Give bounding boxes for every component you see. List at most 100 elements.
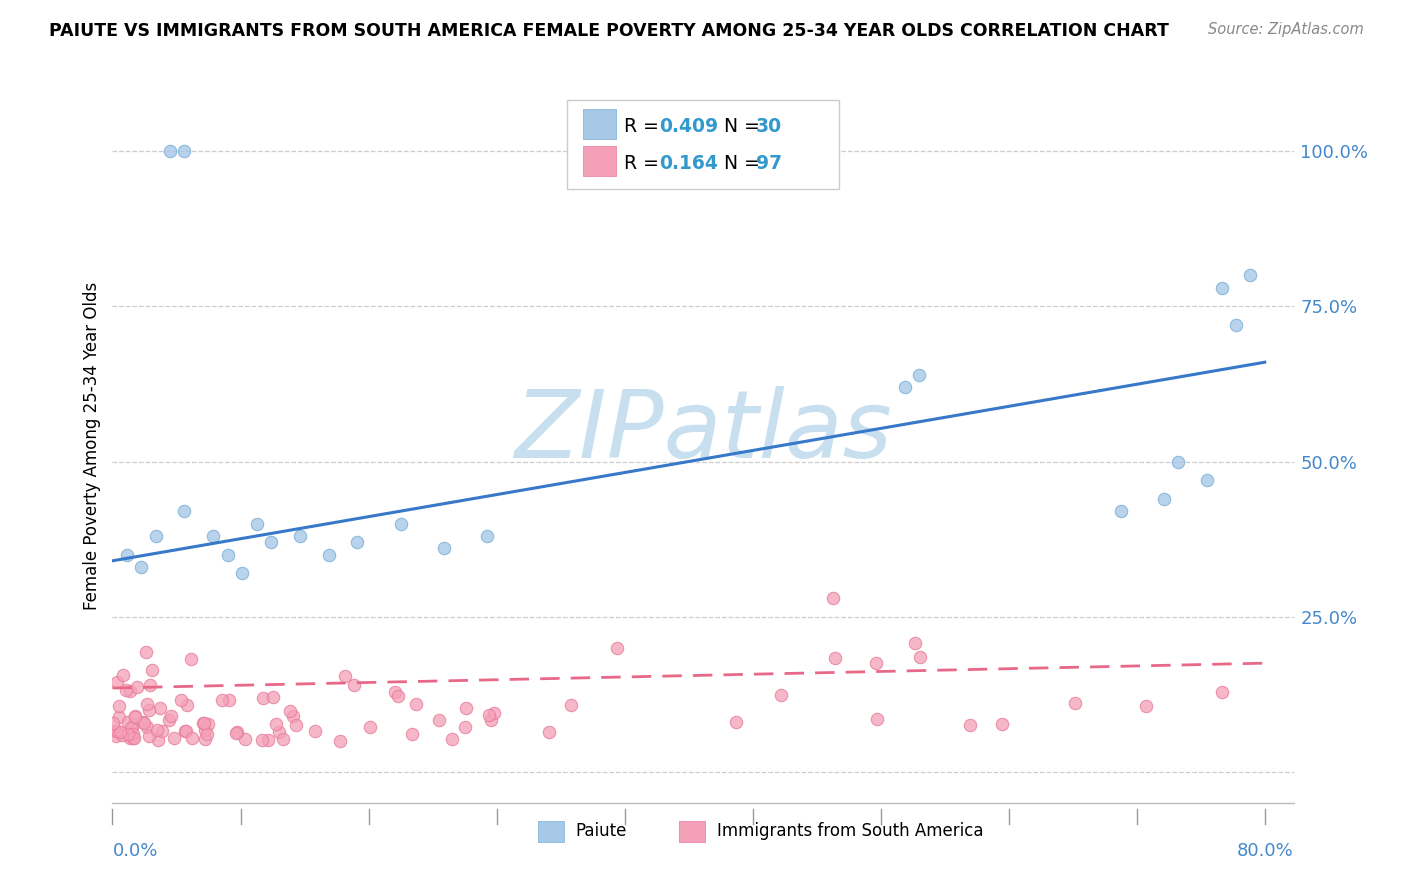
Point <box>231 566 253 581</box>
Point <box>125 680 148 694</box>
Point <box>1211 281 1233 295</box>
Text: 0.0%: 0.0% <box>112 842 157 860</box>
Point <box>174 724 197 739</box>
Point <box>138 730 160 744</box>
Text: Paiute: Paiute <box>575 822 627 840</box>
Point <box>1063 696 1085 710</box>
Point <box>245 516 267 531</box>
Text: 80.0%: 80.0% <box>1237 842 1294 860</box>
Point <box>181 731 204 745</box>
Point <box>343 678 366 692</box>
Text: ZIPatlas: ZIPatlas <box>515 386 891 477</box>
Point <box>191 716 214 731</box>
Point <box>195 726 218 740</box>
FancyBboxPatch shape <box>582 145 616 176</box>
Point <box>108 698 131 713</box>
Point <box>111 727 134 741</box>
Point <box>333 668 356 682</box>
Point <box>180 652 202 666</box>
Point <box>427 713 450 727</box>
FancyBboxPatch shape <box>567 100 839 189</box>
Point <box>482 706 505 721</box>
Point <box>117 726 139 740</box>
Text: 0.164: 0.164 <box>659 153 718 173</box>
Point <box>122 731 145 745</box>
Point <box>139 677 162 691</box>
Point <box>173 145 195 159</box>
Point <box>1225 318 1247 332</box>
Y-axis label: Female Poverty Among 25-34 Year Olds: Female Poverty Among 25-34 Year Olds <box>83 282 101 610</box>
Text: R =: R = <box>624 117 665 136</box>
Point <box>131 714 153 729</box>
Point <box>304 723 326 738</box>
Point <box>1109 504 1132 518</box>
Point <box>118 684 141 698</box>
Point <box>318 548 340 562</box>
Point <box>211 693 233 707</box>
Point <box>141 663 163 677</box>
Point <box>770 688 793 702</box>
Point <box>159 145 181 159</box>
Point <box>250 732 273 747</box>
Point <box>267 725 290 739</box>
Point <box>866 712 889 726</box>
Point <box>384 685 406 699</box>
Point <box>280 704 302 718</box>
Point <box>129 560 152 574</box>
Point <box>453 720 475 734</box>
Point <box>260 535 283 549</box>
Point <box>387 689 409 703</box>
Point <box>824 650 846 665</box>
Point <box>107 709 129 723</box>
Point <box>103 723 125 738</box>
Text: N =: N = <box>713 117 766 136</box>
Point <box>105 723 128 738</box>
Point <box>193 716 215 731</box>
Point <box>114 682 136 697</box>
Point <box>724 715 747 730</box>
Point <box>202 529 225 543</box>
Point <box>271 732 294 747</box>
Point <box>111 668 134 682</box>
Point <box>865 657 887 671</box>
Point <box>176 724 198 739</box>
Point <box>197 716 219 731</box>
Point <box>218 692 240 706</box>
Point <box>194 732 217 747</box>
Text: 97: 97 <box>756 153 782 173</box>
Point <box>441 731 464 746</box>
Point <box>1135 699 1157 714</box>
Point <box>146 723 169 737</box>
FancyBboxPatch shape <box>679 821 706 842</box>
Point <box>389 516 412 531</box>
Text: N =: N = <box>713 153 766 173</box>
Point <box>475 529 498 543</box>
Point <box>101 716 124 731</box>
Point <box>134 715 156 730</box>
Point <box>149 701 172 715</box>
Point <box>346 535 368 549</box>
Point <box>163 731 186 745</box>
Point <box>262 690 284 705</box>
Text: 0.409: 0.409 <box>659 117 718 136</box>
Point <box>145 529 167 543</box>
Point <box>135 645 157 659</box>
Point <box>225 724 247 739</box>
FancyBboxPatch shape <box>537 821 564 842</box>
Point <box>121 718 143 732</box>
Point <box>606 641 628 656</box>
Point <box>105 729 128 743</box>
Text: Source: ZipAtlas.com: Source: ZipAtlas.com <box>1208 22 1364 37</box>
Point <box>124 731 146 745</box>
Point <box>454 701 477 715</box>
Point <box>256 733 278 747</box>
Point <box>1197 473 1219 487</box>
Point <box>124 708 146 723</box>
Text: 30: 30 <box>756 117 782 136</box>
Point <box>118 731 141 745</box>
Point <box>904 636 927 650</box>
Point <box>328 733 350 747</box>
Text: Immigrants from South America: Immigrants from South America <box>717 822 984 840</box>
Point <box>908 649 931 664</box>
Text: PAIUTE VS IMMIGRANTS FROM SOUTH AMERICA FEMALE POVERTY AMONG 25-34 YEAR OLDS COR: PAIUTE VS IMMIGRANTS FROM SOUTH AMERICA … <box>49 22 1168 40</box>
